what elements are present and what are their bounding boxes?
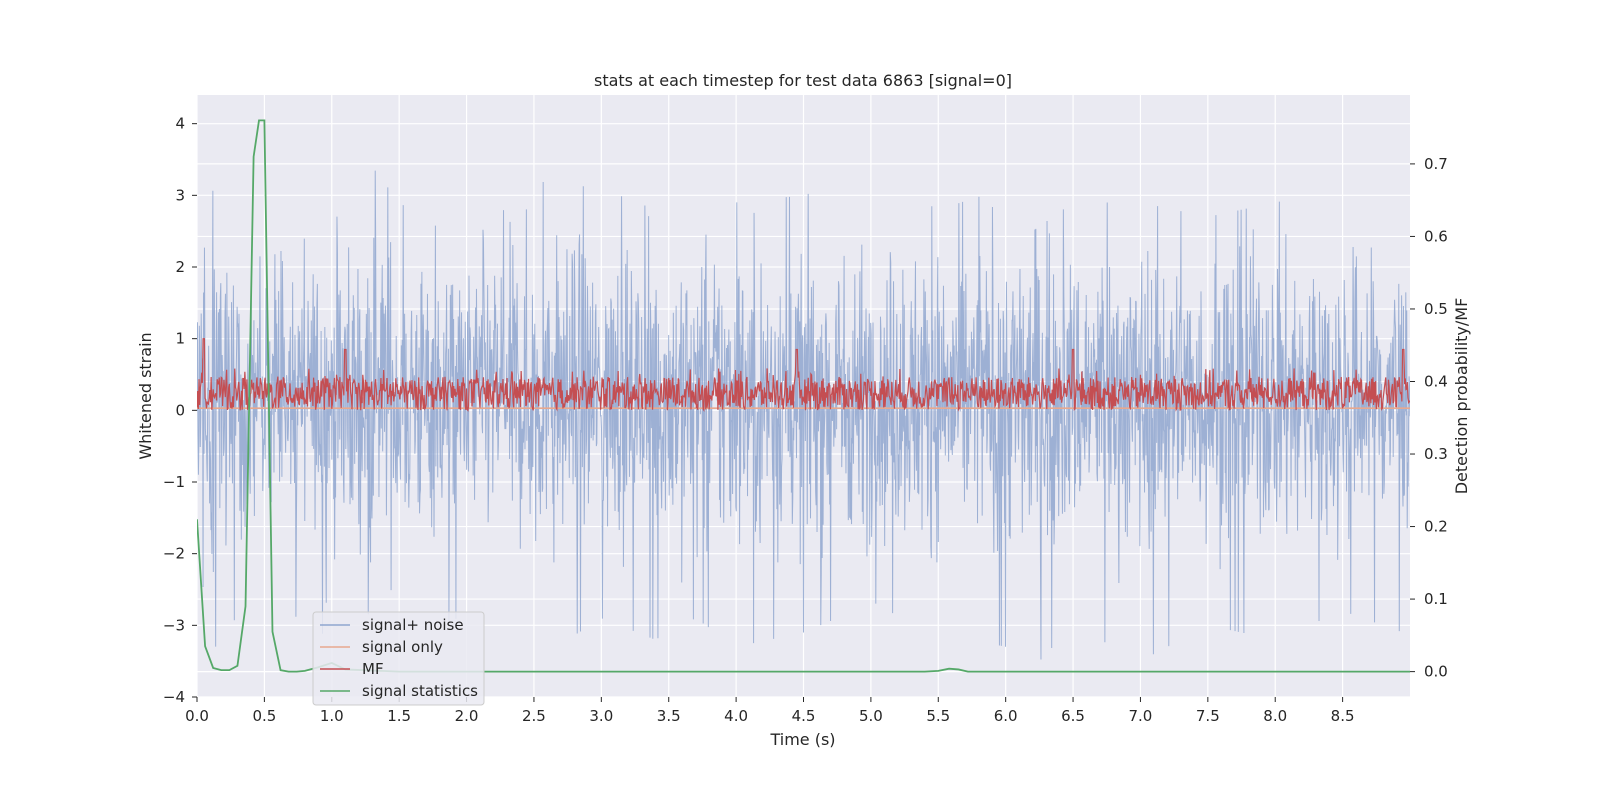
x-tick-label: 1.0 [320,707,344,725]
x-tick-label: 0.0 [185,707,209,725]
right-axis-ticks: 0.0 0.1 0.2 0.3 0.4 0.5 0.6 0.7 [1410,155,1448,681]
x-tick-label: 8.0 [1263,707,1287,725]
x-tick-label: 6.0 [994,707,1018,725]
y-tick-label: 0 [175,401,185,419]
chart-title: stats at each timestep for test data 686… [594,71,1012,90]
y-tick-label: 2 [175,258,185,276]
legend-frame [312,611,485,706]
x-tick-label: 3.5 [657,707,681,725]
x-tick-label: 4.0 [724,707,748,725]
legend: signal+ noise signal only MF signal stat… [312,611,485,706]
mf-line [197,338,1410,412]
x-axis-label: Time (s) [769,730,835,749]
x-tick-label: 2.5 [522,707,546,725]
y-tick-label: −4 [163,688,185,706]
y-tick-label: −2 [163,545,185,563]
y-tick-label: 3 [175,186,185,204]
legend-label-signal-statistics: signal statistics [362,682,478,700]
y-tick-label: −1 [163,473,185,491]
y2-tick-label: 0.2 [1424,518,1448,536]
x-tick-label: 7.5 [1196,707,1220,725]
legend-label-signal-only: signal only [362,638,443,656]
y-tick-label: 1 [175,330,185,348]
y-axis-label: Whitened strain [136,332,155,459]
x-tick-label: 4.5 [792,707,816,725]
y2-tick-label: 0.6 [1424,227,1448,245]
y-tick-label: 4 [175,115,185,133]
y-tick-label: −3 [163,616,185,634]
x-tick-label: 8.5 [1331,707,1355,725]
x-tick-label: 6.5 [1061,707,1085,725]
y2-tick-label: 0.1 [1424,590,1448,608]
y2-tick-label: 0.4 [1424,372,1448,390]
y2-tick-label: 0.0 [1424,663,1448,681]
series-mf [197,338,1410,412]
y2-tick-label: 0.5 [1424,300,1448,318]
legend-label-signal-plus-noise: signal+ noise [362,616,464,634]
y2-tick-label: 0.7 [1424,155,1448,173]
y2-tick-label: 0.3 [1424,445,1448,463]
x-tick-label: 0.5 [252,707,276,725]
left-axis-ticks: −4 −3 −2 −1 0 1 2 3 4 [163,115,197,706]
x-axis-ticks: 0.0 0.5 1.0 1.5 2.0 2.5 3.0 3.5 4.0 4.5 5.0 5.5 6.0 6… [185,697,1355,725]
y2-axis-label: Detection probability/MF [1452,298,1471,495]
x-tick-label: 2.0 [455,707,479,725]
x-tick-label: 7.0 [1129,707,1153,725]
x-tick-label: 5.0 [859,707,883,725]
x-tick-label: 3.0 [589,707,613,725]
legend-label-mf: MF [362,660,384,678]
x-tick-label: 5.5 [926,707,950,725]
x-tick-label: 1.5 [387,707,411,725]
